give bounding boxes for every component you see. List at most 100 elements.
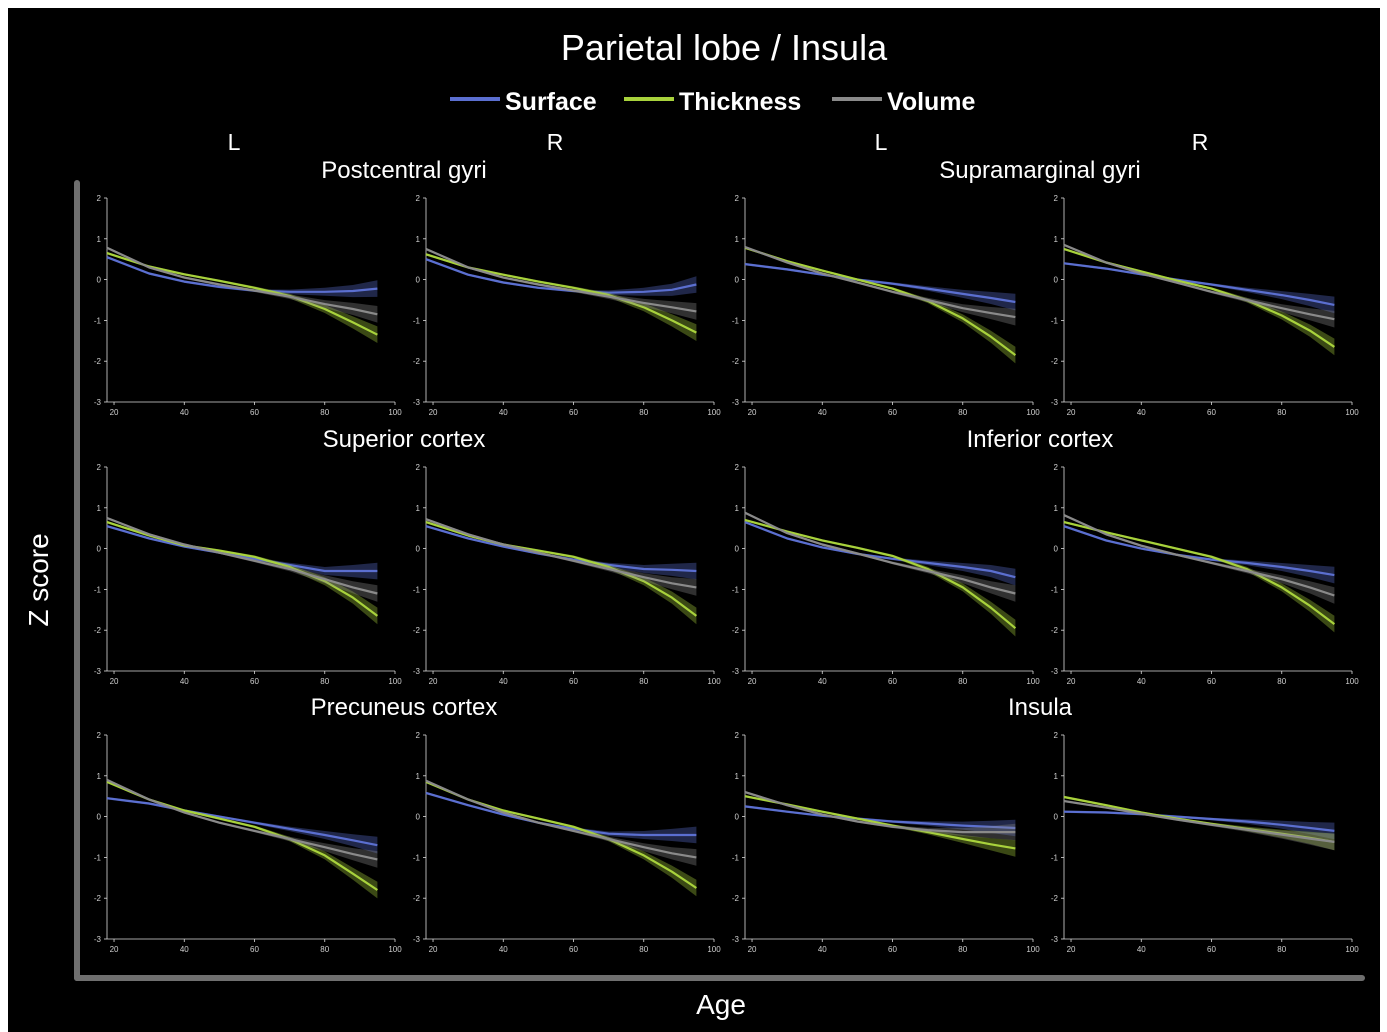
band-volume: [107, 778, 378, 868]
y-tick-label: -2: [732, 894, 740, 903]
y-tick-label: 0: [416, 276, 421, 285]
y-tick-label: 0: [1054, 276, 1059, 285]
panel-postcentral-gyri-l: 2 1 0 -1 -2 -3 20 40 60 80 100: [94, 194, 402, 417]
band-surface: [426, 791, 697, 844]
legend-label-volume: Volume: [887, 88, 976, 116]
panel-superior-cortex-r: 2 1 0 -1 -2 -3 20 40 60 80 100: [413, 463, 721, 686]
x-tick-label: 80: [958, 945, 967, 954]
panel-superior-cortex-l: 2 1 0 -1 -2 -3 20 40 60 80 100: [94, 463, 402, 686]
series-line-volume: [744, 511, 1016, 595]
y-tick-label: 2: [735, 731, 740, 740]
y-tick-label: 1: [1054, 235, 1059, 244]
series-line-surface: [106, 525, 378, 573]
y-tick-label: -3: [94, 935, 102, 944]
x-tick-label: 60: [569, 677, 578, 686]
x-tick-label: 20: [748, 945, 757, 954]
side-label-left-2: L: [875, 129, 888, 155]
panel-inferior-cortex-r: 2 1 0 -1 -2 -3 20 40 60 80 100: [1051, 463, 1359, 686]
series-line-volume: [1063, 514, 1335, 597]
x-tick-label: 40: [180, 945, 189, 954]
series-line-volume: [106, 516, 378, 595]
x-tick-label: 60: [569, 945, 578, 954]
y-axis-label: Z score: [23, 533, 54, 626]
x-tick-label: 20: [110, 677, 119, 686]
x-tick-label: 80: [639, 408, 648, 417]
y-tick-label: 1: [735, 772, 740, 781]
region-titles: Postcentral gyri Supramarginal gyri Superi…: [311, 157, 1141, 721]
series-line-volume: [744, 791, 1016, 834]
x-tick-label: 60: [1207, 408, 1216, 417]
y-tick-label: 1: [97, 504, 102, 513]
x-tick-label: 60: [1207, 677, 1216, 686]
y-tick-label: -1: [1051, 316, 1059, 325]
y-tick-label: 2: [97, 731, 102, 740]
series-line-thickness: [744, 246, 1017, 356]
x-tick-label: 20: [1067, 945, 1076, 954]
x-tick-label: 100: [1026, 677, 1040, 686]
x-tick-label: 20: [110, 408, 119, 417]
series-line-surface: [744, 805, 1016, 830]
series-line-surface: [425, 525, 697, 573]
legend: Surface Thickness Volume: [450, 88, 976, 116]
series-line-surface: [1063, 525, 1335, 577]
band-volume: [426, 779, 697, 866]
panel-insula-r: 2 1 0 -1 -2 -3 20 40 60 80 100: [1051, 731, 1359, 954]
x-tick-label: 100: [707, 945, 721, 954]
y-tick-label: -2: [732, 357, 740, 366]
side-label-right-2: R: [1192, 129, 1209, 155]
y-tick-label: 0: [416, 813, 421, 822]
x-tick-label: 40: [1137, 408, 1146, 417]
legend-item-volume: Volume: [832, 88, 976, 116]
x-axis-label: Age: [696, 989, 746, 1020]
figure-background: [8, 8, 1380, 1032]
x-tick-label: 80: [958, 677, 967, 686]
y-tick-label: -2: [1051, 626, 1059, 635]
x-tick-label: 40: [1137, 945, 1146, 954]
series-line-surface: [1063, 810, 1335, 832]
legend-item-surface: Surface: [450, 88, 597, 116]
band-volume: [745, 790, 1016, 841]
panel-precuneus-cortex-l: 2 1 0 -1 -2 -3 20 40 60 80 100: [94, 731, 402, 954]
x-tick-label: 80: [1277, 945, 1286, 954]
series-line-surface: [106, 797, 378, 847]
y-tick-label: -3: [94, 667, 102, 676]
region-title-precuneus-cortex: Precuneus cortex: [311, 694, 498, 721]
y-tick-label: 2: [735, 463, 740, 472]
x-tick-label: 40: [499, 408, 508, 417]
y-tick-label: -3: [94, 398, 102, 407]
series-line-thickness: [744, 518, 1017, 630]
x-tick-label: 60: [888, 677, 897, 686]
x-tick-label: 20: [748, 677, 757, 686]
y-tick-label: -1: [732, 585, 740, 594]
y-tick-label: -2: [732, 626, 740, 635]
panel-precuneus-cortex-r: 2 1 0 -1 -2 -3 20 40 60 80 100: [413, 731, 721, 954]
series-line-volume: [425, 247, 697, 313]
x-tick-label: 20: [1067, 677, 1076, 686]
series-line-volume: [106, 246, 378, 316]
y-tick-label: 2: [735, 194, 740, 203]
series-line-thickness: [744, 795, 1016, 850]
y-tick-label: 0: [97, 276, 102, 285]
band-surface: [426, 524, 697, 580]
y-tick-label: -1: [732, 316, 740, 325]
y-tick-label: -3: [1051, 667, 1059, 676]
y-tick-label: -2: [1051, 894, 1059, 903]
band-volume: [107, 246, 378, 323]
x-tick-label: 40: [499, 677, 508, 686]
y-tick-label: -3: [413, 667, 421, 676]
x-tick-label: 20: [429, 945, 438, 954]
panel-insula-l: 2 1 0 -1 -2 -3 20 40 60 80 100: [732, 731, 1040, 954]
y-tick-label: 1: [1054, 772, 1059, 781]
y-tick-label: -1: [1051, 585, 1059, 594]
x-tick-label: 80: [1277, 677, 1286, 686]
band-thickness: [1064, 520, 1335, 633]
legend-label-thickness: Thickness: [679, 88, 801, 116]
y-tick-label: -1: [94, 585, 102, 594]
band-thickness: [745, 518, 1016, 637]
y-tick-label: 0: [1054, 545, 1059, 554]
region-title-superior-cortex: Superior cortex: [323, 426, 486, 453]
x-tick-label: 80: [320, 677, 329, 686]
y-tick-label: 0: [97, 813, 102, 822]
x-tick-label: 20: [429, 677, 438, 686]
